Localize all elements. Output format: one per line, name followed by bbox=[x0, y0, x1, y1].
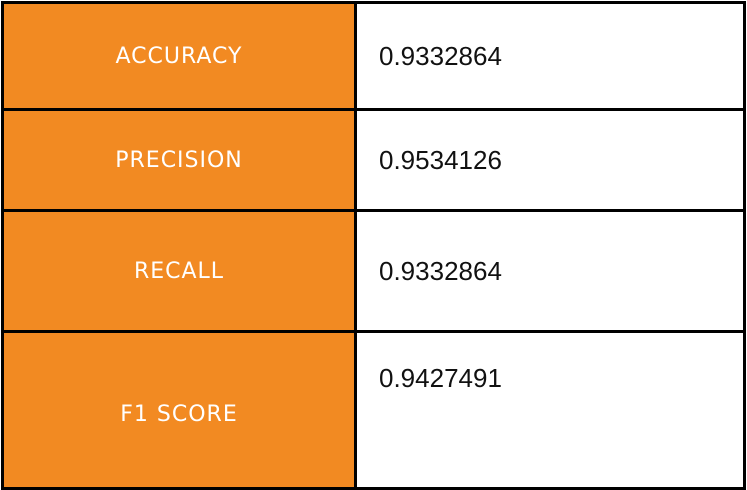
metric-label: PRECISION bbox=[1, 108, 357, 212]
metric-row-precision: PRECISION 0.9534126 bbox=[1, 108, 746, 212]
metric-value: 0.9427491 bbox=[354, 330, 746, 490]
metric-row-recall: RECALL 0.9332864 bbox=[1, 209, 746, 333]
metric-value: 0.9534126 bbox=[354, 108, 746, 212]
metric-value: 0.9332864 bbox=[354, 209, 746, 333]
metric-row-f1-score: F1 SCORE 0.9427491 bbox=[1, 330, 746, 490]
metric-label: F1 SCORE bbox=[1, 330, 357, 490]
metric-label: ACCURACY bbox=[1, 1, 357, 111]
metric-row-accuracy: ACCURACY 0.9332864 bbox=[1, 1, 746, 111]
metric-value: 0.9332864 bbox=[354, 1, 746, 111]
metric-label: RECALL bbox=[1, 209, 357, 333]
